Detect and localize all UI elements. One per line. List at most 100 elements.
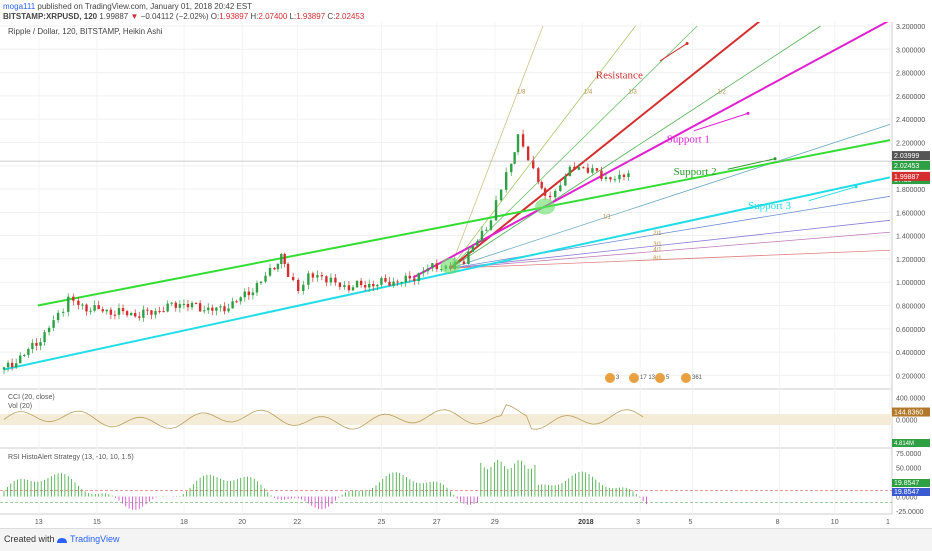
candle-body xyxy=(23,354,26,356)
rsi-last-box xyxy=(892,478,930,487)
candle-body xyxy=(392,281,395,286)
rsi-last-box xyxy=(892,487,930,496)
candle-body xyxy=(388,281,391,286)
vol-last-box xyxy=(892,439,930,447)
candle-body xyxy=(325,276,328,283)
candle-body xyxy=(316,275,319,278)
open-value: 1.93897 xyxy=(219,12,249,21)
candle-body xyxy=(182,303,186,305)
cci-line xyxy=(3,404,644,430)
candle-body xyxy=(504,172,508,190)
candle-body xyxy=(577,167,581,170)
cci-title: CCI (20, close) xyxy=(8,394,55,401)
y-tick-label: 2.200000 xyxy=(896,140,925,147)
candle-body xyxy=(622,174,626,177)
candle-body xyxy=(297,279,300,291)
candle-body xyxy=(489,220,493,230)
candle-body xyxy=(264,275,267,282)
fan-label: 8/1 xyxy=(653,256,662,262)
candle-body xyxy=(259,281,263,284)
arrow-head xyxy=(746,111,750,115)
candle-body xyxy=(174,302,177,308)
event-flag-icon xyxy=(681,373,691,383)
candle-body xyxy=(109,309,113,315)
price-label-box xyxy=(892,151,930,161)
x-tick-label: 22 xyxy=(293,519,301,526)
chart-canvas[interactable]: 3.200000 3.000000 2.800000 2.600000 2.400000… xyxy=(0,22,932,528)
low-label: L: xyxy=(289,12,297,21)
fan-line xyxy=(450,219,891,269)
candle-body xyxy=(276,263,280,270)
candle-body xyxy=(595,168,599,171)
candle-body xyxy=(134,313,137,317)
candle-body xyxy=(6,362,10,368)
candle-body xyxy=(97,305,100,310)
y-tick-label: 1.400000 xyxy=(896,234,925,241)
created-with-text: Created with xyxy=(4,534,55,544)
y-tick-label: 0.600000 xyxy=(896,327,925,334)
candle-body xyxy=(10,362,14,368)
candle-body xyxy=(462,261,466,265)
author-link[interactable]: moga111 xyxy=(3,2,36,11)
main-pane-title: Ripple / Dollar, 120, BITSTAMP, Heikin A… xyxy=(8,27,163,36)
trendline-support-2 xyxy=(37,139,891,307)
candle-body xyxy=(400,282,403,284)
tradingview-brand-link[interactable]: TradingView xyxy=(70,534,120,544)
rsi-tick-label: 0.0000 xyxy=(896,495,918,502)
y-tick-label: 0.800000 xyxy=(896,303,925,310)
published-text: published on TradingView.com, January 01… xyxy=(37,2,253,11)
fan-line xyxy=(450,249,891,269)
candle-body xyxy=(47,327,51,333)
fan-line xyxy=(450,124,891,269)
symbol-line: BITSTAMP:XRPUSD, 120 1.99887 ▼ −0.04112 … xyxy=(3,12,364,21)
vol-last-text: 4.814M xyxy=(894,441,914,447)
y-tick-label: 1.000000 xyxy=(896,280,925,287)
event-flag-icon xyxy=(655,373,665,383)
candle-body xyxy=(178,304,182,308)
candle-body xyxy=(247,291,251,296)
highlight-circle xyxy=(535,198,556,215)
candle-body xyxy=(43,332,46,343)
candle-body xyxy=(347,285,351,291)
candle-body xyxy=(476,241,479,247)
candle-body xyxy=(121,308,125,312)
trendline-support-1 xyxy=(412,22,889,279)
trendline-resistance xyxy=(449,22,761,270)
fan-line xyxy=(450,231,891,269)
y-tick-label: 2.600000 xyxy=(896,94,925,101)
annotation-label: Support 3 xyxy=(748,200,792,212)
annotation-label: Support 2 xyxy=(674,166,717,178)
candle-body xyxy=(458,261,461,263)
candle-body xyxy=(435,263,439,270)
cci-band xyxy=(0,414,892,425)
x-tick-label: 18 xyxy=(180,519,188,526)
candle-body xyxy=(471,246,475,252)
badge-label: 5 xyxy=(666,375,670,381)
highlight-circle xyxy=(440,257,461,274)
rsi-last-text: 19.8547 xyxy=(894,489,919,496)
candle-body xyxy=(166,303,169,312)
candle-body xyxy=(537,168,540,182)
candle-body xyxy=(93,305,96,311)
candle-body xyxy=(251,292,255,296)
candle-body xyxy=(609,177,612,180)
candle-body xyxy=(516,134,520,153)
candle-body xyxy=(320,275,324,277)
symbol-text: BITSTAMP:XRPUSD, 120 xyxy=(3,12,98,21)
candle-body xyxy=(283,253,286,264)
candle-body xyxy=(431,263,434,269)
candle-body xyxy=(404,275,407,283)
rsi-last-text: 19.8547 xyxy=(894,480,919,487)
candle-body xyxy=(573,166,576,170)
price-label-text: 2.03999 xyxy=(894,153,919,160)
candle-body xyxy=(604,177,608,180)
arrow-head xyxy=(773,157,777,161)
y-tick-label: 1.800000 xyxy=(896,187,925,194)
candle-body xyxy=(231,301,234,309)
badge-label: 361 xyxy=(692,375,703,381)
candle-body xyxy=(14,363,18,368)
candle-body xyxy=(613,179,617,181)
candle-body xyxy=(202,310,206,312)
rsi-tick-label: -25.0000 xyxy=(896,509,924,516)
candle-body xyxy=(494,200,498,221)
